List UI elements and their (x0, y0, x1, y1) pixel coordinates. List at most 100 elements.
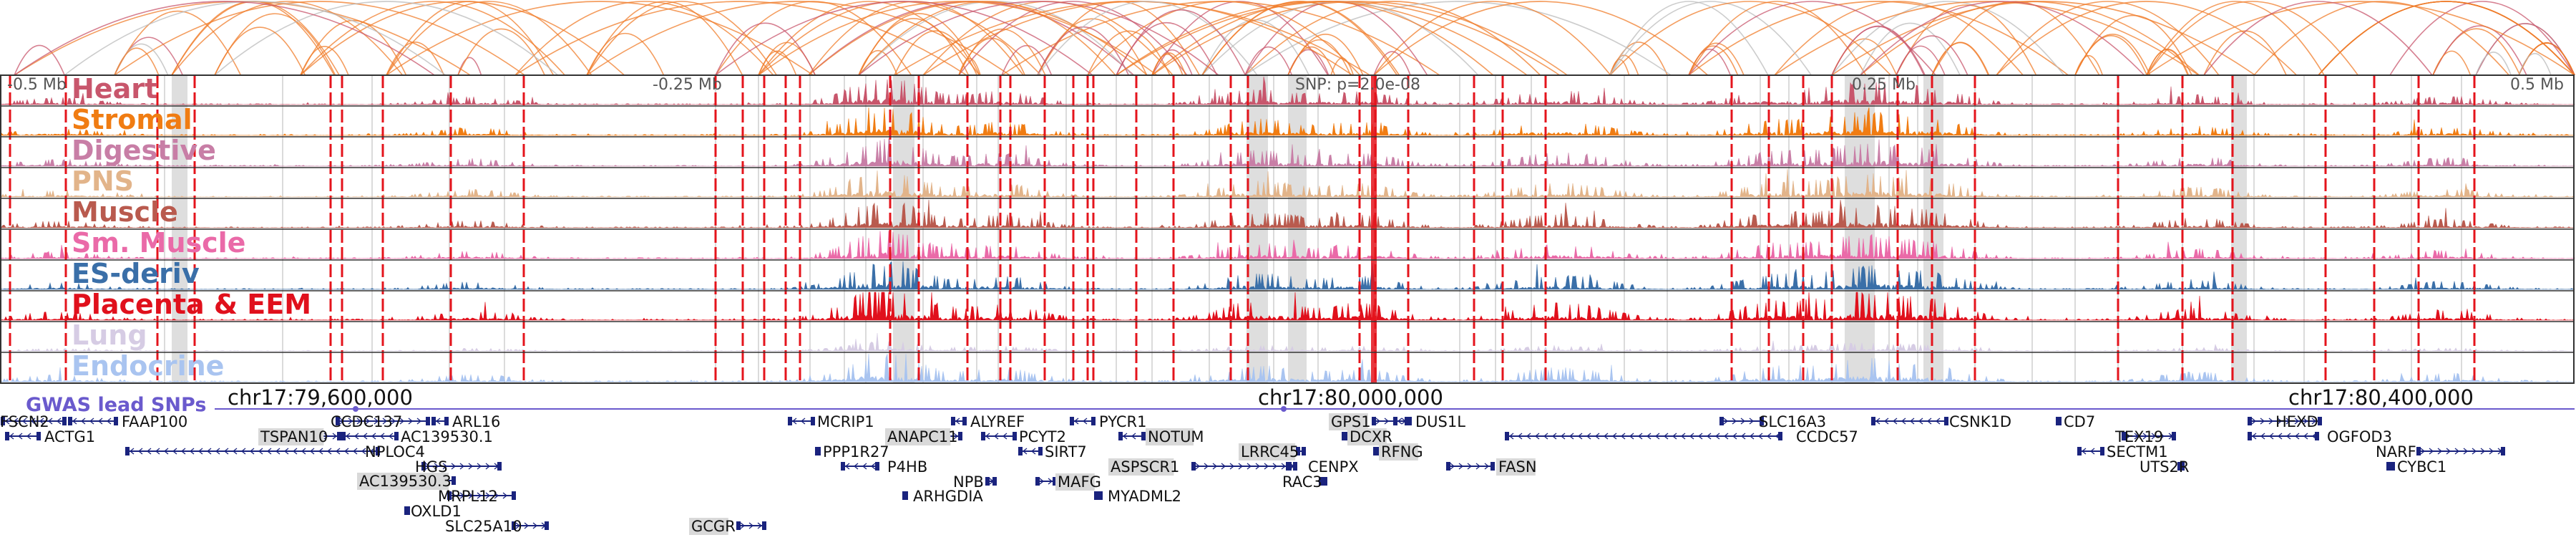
loop-arc (2389, 1, 2575, 76)
strand-arrow (1723, 418, 1729, 425)
strand-arrow (1935, 418, 1941, 425)
loop-arc (1116, 1, 1561, 76)
strand-arrow (1229, 463, 1235, 470)
gene-label: TSPAN10 (260, 428, 328, 445)
loop-arc (386, 1, 592, 76)
strand-arrow (1212, 463, 1218, 470)
exon (1293, 462, 1297, 471)
gene-ac139530-3: AC139530.3 (357, 473, 456, 490)
gene-mrpl12: MRPL12 (438, 488, 516, 505)
gene-label: DCXR (1350, 428, 1392, 445)
strand-arrow (1680, 433, 1686, 440)
gene-rfng: RFNG (1373, 443, 1423, 461)
exon (1091, 417, 1096, 425)
exon (841, 462, 845, 471)
gene-label: SIRT7 (1045, 443, 1087, 461)
chromosome-coordinate-label: chr17:79,600,000 (228, 385, 413, 410)
strand-arrow (2160, 433, 2165, 440)
gene-label: HEXD (2275, 413, 2318, 430)
exon (1393, 417, 1397, 425)
exon (1296, 447, 1300, 455)
loop-arc (1373, 51, 1411, 76)
gene-arl16: ARL16 (431, 413, 500, 430)
loop-arc (300, 1, 625, 76)
strand-arrow (240, 448, 246, 455)
strand-arrow (2285, 433, 2291, 440)
gene-label: MRPL12 (438, 488, 498, 505)
track-label-endocrine: Endocrine (72, 350, 224, 382)
gene-tspan10: TSPAN10 (258, 428, 341, 445)
gwas-snp-point (353, 406, 358, 412)
gene-ac139530-1: AC139530.1 (341, 428, 493, 445)
strand-arrow (26, 433, 31, 440)
loop-arc (171, 1, 340, 76)
strand-arrow (985, 433, 990, 440)
exon (376, 447, 380, 455)
gene-label-highlight (885, 428, 951, 445)
strand-arrow (146, 448, 152, 455)
strand-arrow (1732, 433, 1737, 440)
strand-arrow (215, 448, 220, 455)
track-label-muscle: Muscle (72, 196, 178, 228)
strand-arrow (326, 448, 332, 455)
gene-label: P4HB (887, 458, 927, 476)
loop-arc (1373, 1, 1709, 76)
strand-arrow (266, 448, 272, 455)
strand-arrow (339, 418, 345, 425)
strand-arrow (2134, 433, 2140, 440)
panel-border (0, 74, 2575, 384)
loop-arc (1151, 1, 1568, 76)
strand-arrow (2251, 418, 2257, 425)
exon (36, 432, 41, 440)
exon (1, 417, 5, 425)
signal-track-es-deriv (0, 261, 2575, 290)
axis-tick-label: -0.5 Mb (7, 76, 67, 94)
strand-arrow (2251, 433, 2257, 440)
loop-arc (14, 44, 65, 76)
strand-arrow (1272, 463, 1278, 470)
loop-arc (958, 28, 1046, 76)
strand-arrow (1620, 433, 1626, 440)
loop-arc (514, 1, 774, 76)
exon (497, 462, 502, 471)
gene-label: PCYT2 (1019, 428, 1066, 445)
loop-arc (1609, 1, 1769, 76)
gene-label: SECTM1 (2107, 443, 2168, 461)
chromosome-coordinate-label: chr17:80,400,000 (2288, 385, 2474, 410)
loop-arc (2203, 1, 2433, 76)
gene-dus1l: DUS1L (1393, 413, 1465, 430)
exon (1094, 491, 1098, 500)
strand-arrow (740, 522, 746, 529)
exon (2180, 462, 2185, 471)
strand-arrow (2463, 448, 2469, 455)
strand-arrow (1517, 433, 1523, 440)
gene-label-highlight (1055, 473, 1095, 491)
loop-arc (1287, 46, 1336, 76)
loop-arc (1688, 1, 1936, 76)
exon (452, 476, 456, 485)
loop-arc (2475, 52, 2512, 76)
signal-track-placenta-eem (0, 291, 2575, 321)
strand-arrow (1039, 478, 1045, 485)
exon (1035, 477, 1040, 486)
strand-arrow (369, 448, 375, 455)
strand-arrow (1204, 463, 1209, 470)
strand-arrow (275, 448, 280, 455)
strand-arrow (1450, 463, 1455, 470)
exon (981, 432, 985, 440)
gene-tex19: TEX19 (2114, 428, 2176, 445)
exon (992, 477, 997, 486)
strand-arrow (318, 448, 323, 455)
loop-arc (300, 1, 565, 76)
exon (1446, 462, 1450, 471)
gene-label-highlight (1146, 428, 1194, 445)
strand-arrow (800, 418, 806, 425)
strand-arrow (361, 448, 366, 455)
chromosome-coordinates: chr17:79,600,000 chr17:80,000,000 chr17:80… (228, 385, 2474, 410)
exon (2122, 432, 2126, 440)
signal-track-muscle (0, 199, 2575, 228)
strand-arrow (249, 448, 255, 455)
loop-arc (114, 11, 242, 76)
signal-track-digestive (0, 138, 2575, 167)
loop-arc (2432, 50, 2472, 76)
